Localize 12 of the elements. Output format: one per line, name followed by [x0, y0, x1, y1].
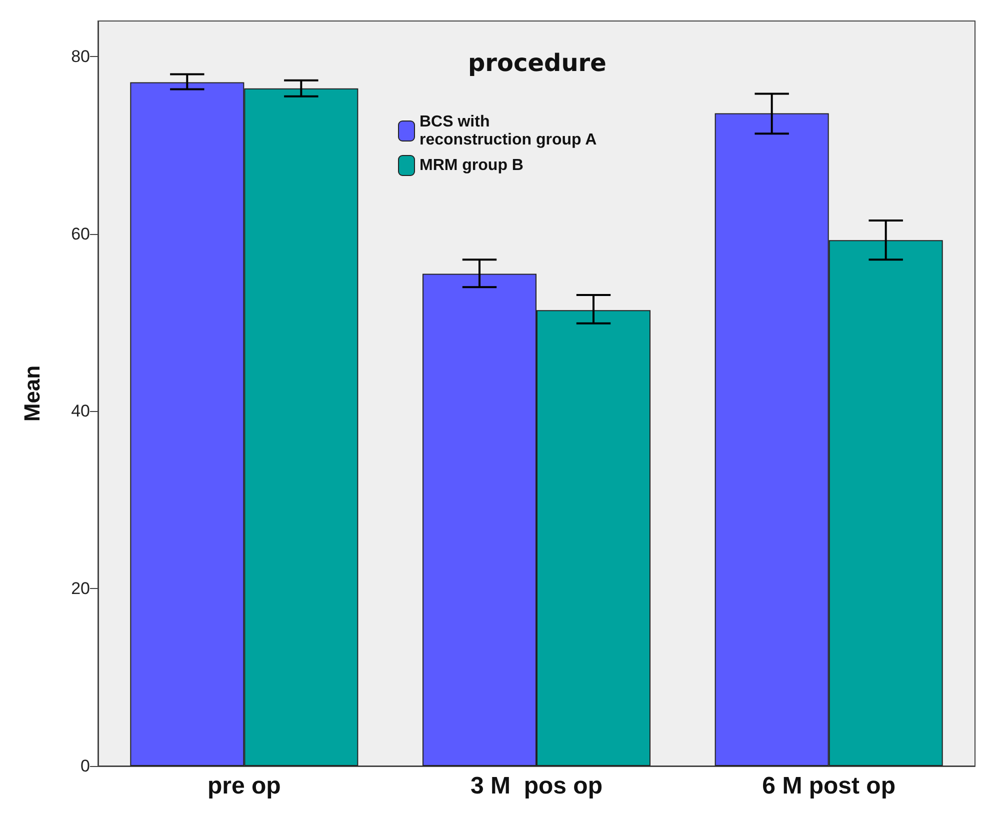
y-tick-label: 40 — [71, 402, 90, 421]
y-tick-label: 80 — [71, 46, 90, 66]
x-tick-label: pre op — [207, 772, 281, 800]
x-tick-label: 3 M pos op — [470, 772, 602, 800]
y-axis-title: Mean — [20, 365, 44, 422]
y-tick-label: 20 — [71, 579, 90, 598]
y-tick-label: 0 — [80, 756, 90, 776]
legend-title: procedure — [468, 49, 606, 77]
y-tick-label: 60 — [71, 224, 90, 244]
legend-label: MRM group B — [420, 157, 524, 174]
legend-label: BCS with reconstruction group A — [420, 114, 598, 148]
x-tick-label: 6 M post op — [762, 772, 896, 800]
